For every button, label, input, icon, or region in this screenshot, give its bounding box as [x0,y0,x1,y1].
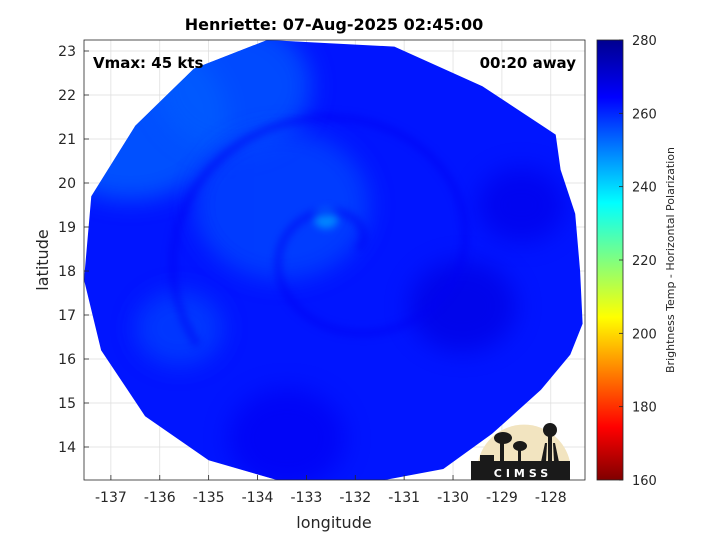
y-tick-label: 14 [58,440,76,456]
y-tick-label: 21 [58,132,76,148]
x-tick-label: -133 [291,490,323,506]
x-axis: -137 -136 -135 -134 -133 -132 -131 -130 -129 -128 [95,475,567,506]
y-axis-label: latitude [33,229,52,290]
field-warm-band [135,290,224,366]
colorbar-ticks: 160 180 200 220 240 260 280 [619,34,657,489]
field-cold-band [228,388,346,480]
colorbar-tick-label: 200 [632,327,657,342]
field-cold-band [409,260,517,352]
colorbar-tick-label: 260 [632,107,657,122]
x-tick-label: -137 [95,490,127,506]
colorbar-label: Brightness Temp - Horizontal Polarizatio… [664,147,677,373]
field-spiral-band [169,113,470,347]
x-tick-label: -132 [339,490,371,506]
y-tick-label: 16 [58,352,76,368]
y-tick-label: 19 [58,220,76,236]
time-away-annotation: 00:20 away [480,54,577,72]
vmax-annotation: Vmax: 45 kts [93,54,203,72]
cimss-logo-text: CIMSS [494,467,552,480]
cimss-logo: CIMSS [471,423,570,480]
colorbar-tick-label: 240 [632,181,657,196]
field-warm-band [193,130,370,280]
y-tick-label: 22 [58,88,76,104]
colorbar-tick-label: 220 [632,254,657,269]
x-tick-label: -131 [388,490,420,506]
chart-title: Henriette: 07-Aug-2025 02:45:00 [185,15,483,34]
y-tick-label: 20 [58,176,76,192]
colorbar: 160 180 200 220 240 260 280 Brightness Temp - … [596,34,677,489]
x-tick-label: -136 [144,490,176,506]
x-tick-label: -129 [486,490,518,506]
x-tick-label: -135 [193,490,225,506]
y-tick-label: 15 [58,396,76,412]
x-tick-label: -134 [242,490,274,506]
field-cold-band [477,167,566,243]
colorbar-tick-label: 180 [632,401,657,416]
y-axis: 14 15 16 17 18 19 20 21 22 23 [58,44,89,456]
axes-frame [83,39,586,481]
y-tick-label: 23 [58,44,76,60]
x-axis-label: longitude [296,513,371,532]
x-tick-label: -130 [437,490,469,506]
y-tick-label: 17 [58,308,76,324]
colorbar-tick-label: 160 [632,474,657,489]
y-tick-label: 18 [58,264,76,280]
x-tick-label: -128 [535,490,567,506]
colorbar-tick-label: 280 [632,34,657,49]
